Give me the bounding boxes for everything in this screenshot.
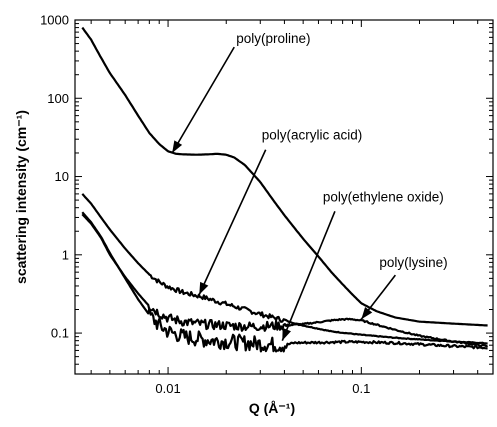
y-tick-label: 1000 <box>40 13 69 28</box>
series-line-poly-lysine <box>81 213 488 348</box>
x-tick-label: 0.1 <box>352 381 370 396</box>
x-tick-label: 0.01 <box>155 381 180 396</box>
series-line-poly-proline <box>81 26 488 327</box>
annotation-label: poly(acrylic acid) <box>262 128 363 143</box>
series-line-poly-acrylic-acid <box>81 193 488 345</box>
annotation-arrowhead <box>172 140 183 153</box>
annotation-arrow-shaft <box>171 46 235 154</box>
x-axis-title: Q (Å⁻¹) <box>249 400 295 416</box>
annotation-arrow-shaft <box>198 149 267 295</box>
annotation-label: poly(lysine) <box>379 255 447 270</box>
annotation-arrowhead <box>361 307 373 320</box>
y-tick-label: 0.1 <box>51 326 69 341</box>
annotation-arrow-shaft <box>281 210 336 341</box>
annotation-label: poly(proline) <box>236 31 310 46</box>
y-tick-label: 1 <box>62 247 69 262</box>
annotation-label: poly(ethylene oxide) <box>323 189 444 204</box>
annotation-arrowhead <box>199 281 209 295</box>
y-axis-title: scattering intensity (cm⁻¹) <box>13 110 29 284</box>
axis-ticks: 0.1 1 10 100 1000 0.01 0.1 <box>40 13 493 396</box>
y-tick-label: 100 <box>47 91 69 106</box>
annotation-arrowhead <box>282 327 291 341</box>
annotation-layer: poly(proline) poly(acrylic acid) poly(ethy… <box>171 31 448 341</box>
y-tick-label: 10 <box>55 169 69 184</box>
series-layer <box>81 26 488 353</box>
